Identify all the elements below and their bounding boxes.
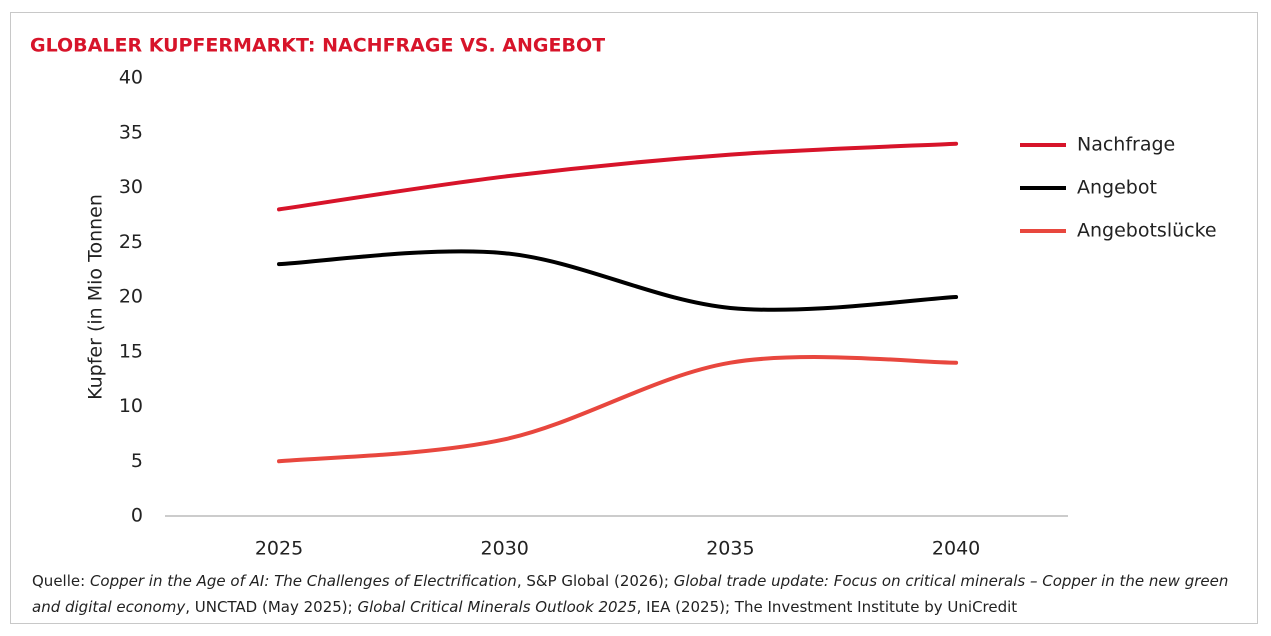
y-tick-label: 40: [119, 67, 143, 89]
source-text: Copper in the Age of AI: The Challenges …: [89, 572, 517, 590]
source-text: , UNCTAD (May 2025);: [185, 598, 358, 616]
y-tick-label: 15: [119, 340, 143, 362]
y-tick-label: 10: [119, 395, 143, 417]
y-tick-label: 5: [131, 450, 143, 472]
legend-label: Angebotslücke: [1077, 220, 1217, 242]
y-tick-label: 0: [131, 505, 143, 527]
chart-title: GLOBALER KUPFERMARKT: NACHFRAGE VS. ANGE…: [30, 35, 605, 57]
x-tick-label: 2035: [706, 538, 754, 560]
legend-label: Angebot: [1077, 177, 1157, 199]
source-text: Quelle:: [32, 572, 90, 590]
x-tick-label: 2030: [481, 538, 529, 560]
y-tick-label: 25: [119, 231, 143, 253]
source-text: , IEA (2025); The Investment Institute b…: [636, 598, 1018, 616]
y-tick-label: 35: [119, 121, 143, 143]
y-axis-label: Kupfer (in Mio Tonnen: [85, 194, 107, 400]
x-tick-label: 2025: [255, 538, 303, 560]
legend-label: Nachfrage: [1077, 134, 1175, 156]
source-note: Quelle: Copper in the Age of AI: The Cha…: [32, 568, 1247, 620]
x-tick-label: 2040: [932, 538, 980, 560]
y-tick-label: 30: [119, 176, 143, 198]
source-text: , S&P Global (2026);: [516, 572, 674, 590]
y-tick-label: 20: [119, 286, 143, 308]
line: [277, 249, 959, 312]
source-text: Global Critical Minerals Outlook 2025: [357, 598, 637, 616]
source-text: Global trade update: Focus on critical m…: [32, 572, 1229, 616]
line: [277, 141, 959, 212]
frame: [10, 12, 1258, 624]
line: [277, 355, 959, 464]
